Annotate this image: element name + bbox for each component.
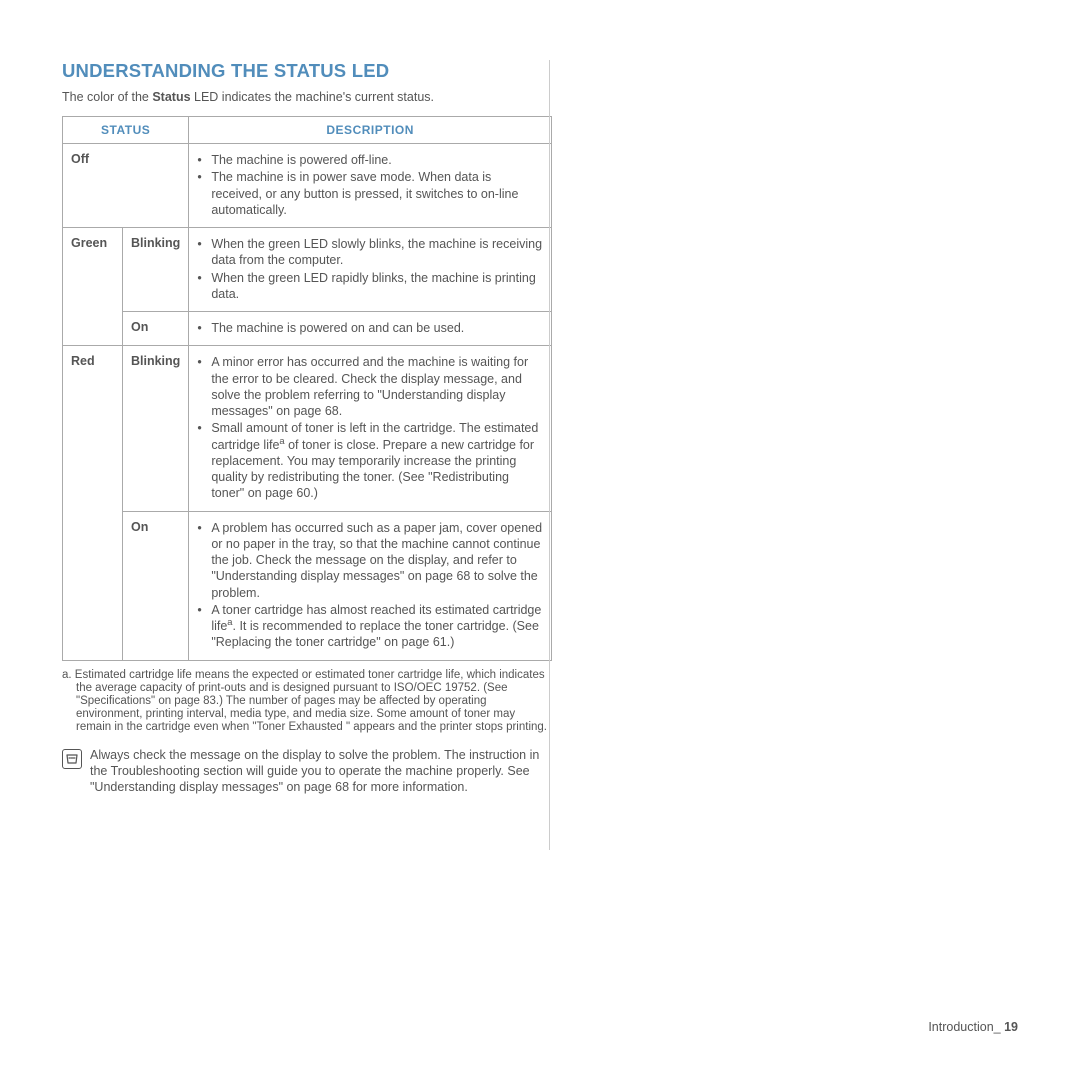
list-item: When the green LED slowly blinks, the ma… (197, 236, 543, 269)
list-item: When the green LED rapidly blinks, the m… (197, 270, 543, 303)
table-row: On A problem has occurred such as a pape… (63, 511, 552, 660)
intro-pre: The color of the (62, 90, 152, 104)
footer-chapter: Introduction (928, 1020, 993, 1034)
green-blinking-list: When the green LED slowly blinks, the ma… (197, 236, 543, 302)
intro-bold: Status (152, 90, 190, 104)
list-item: A problem has occurred such as a paper j… (197, 520, 543, 601)
intro-post: LED indicates the machine's current stat… (191, 90, 434, 104)
list-item: The machine is in power save mode. When … (197, 169, 543, 218)
footer-page-number: 19 (1004, 1020, 1018, 1034)
header-status: STATUS (63, 117, 189, 144)
list-item: The machine is powered on and can be use… (197, 320, 543, 336)
footer-sep: _ (994, 1020, 1004, 1034)
table-row: Green Blinking When the green LED slowly… (63, 228, 552, 312)
off-list: The machine is powered off-line. The mac… (197, 152, 543, 218)
list-item: A minor error has occurred and the machi… (197, 354, 543, 419)
intro-text: The color of the Status LED indicates th… (62, 90, 552, 104)
list-item: Small amount of toner is left in the car… (197, 420, 543, 501)
red-on-list: A problem has occurred such as a paper j… (197, 520, 543, 651)
green-blinking-label: Blinking (123, 228, 189, 312)
green-on-label: On (123, 312, 189, 346)
left-column: UNDERSTANDING THE STATUS LED The color o… (62, 60, 552, 795)
page-footer: Introduction_ 19 (928, 1020, 1018, 1034)
red-blinking-label: Blinking (123, 346, 189, 511)
footnote-a: a. Estimated cartridge life means the ex… (62, 669, 552, 735)
column-separator (549, 60, 550, 850)
status-table: STATUS DESCRIPTION Off The machine is po… (62, 116, 552, 661)
status-green-label: Green (63, 228, 123, 346)
list-item: The machine is powered off-line. (197, 152, 543, 168)
red-on-item2-post: . It is recommended to replace the toner… (211, 619, 539, 649)
status-red-label: Red (63, 346, 123, 660)
table-row: On The machine is powered on and can be … (63, 312, 552, 346)
list-item: A toner cartridge has almost reached its… (197, 602, 543, 651)
header-description: DESCRIPTION (189, 117, 552, 144)
section-title: UNDERSTANDING THE STATUS LED (62, 60, 552, 82)
table-row: Red Blinking A minor error has occurred … (63, 346, 552, 511)
note-box: Always check the message on the display … (62, 747, 552, 796)
red-on-label: On (123, 511, 189, 660)
green-on-list: The machine is powered on and can be use… (197, 320, 543, 336)
note-icon (62, 749, 82, 769)
table-row: Off The machine is powered off-line. The… (63, 144, 552, 228)
note-text: Always check the message on the display … (90, 747, 552, 796)
red-blinking-list: A minor error has occurred and the machi… (197, 354, 543, 501)
status-off-label: Off (63, 144, 189, 228)
